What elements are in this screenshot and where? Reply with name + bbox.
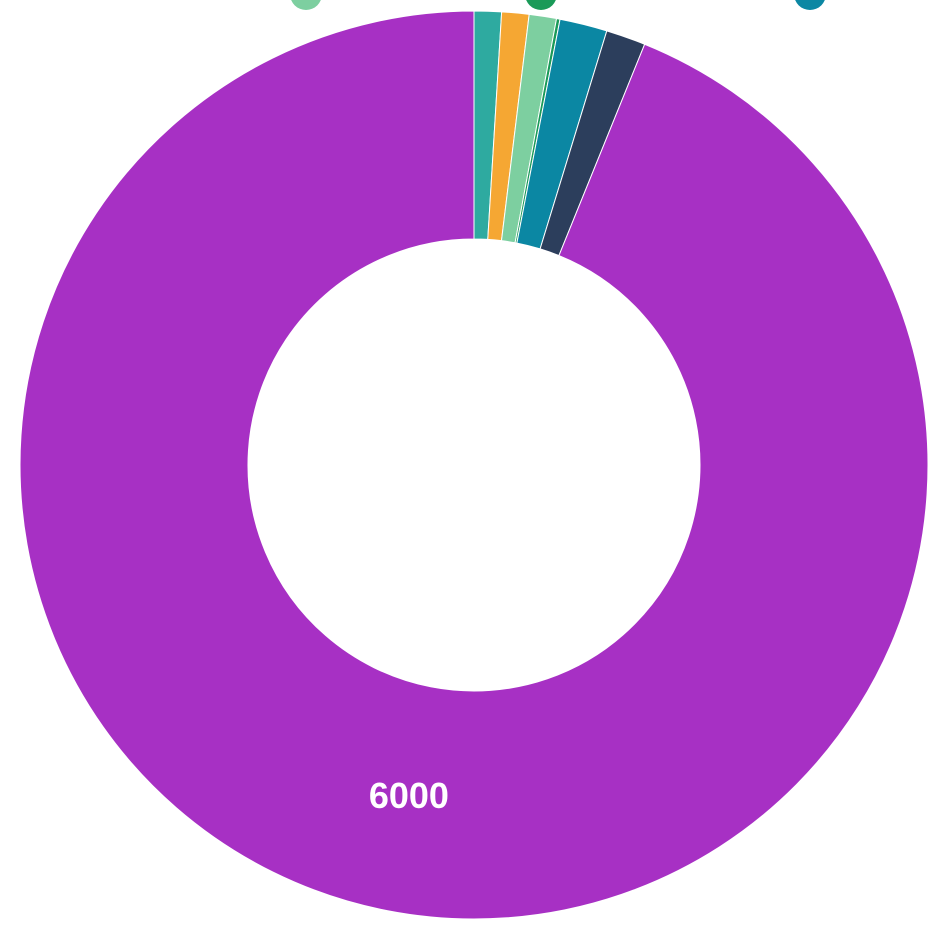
- slice-value-label: 6000: [369, 775, 449, 816]
- chart-legend: [0, 0, 928, 18]
- legend-marker-3-icon[interactable]: [794, 0, 826, 10]
- legend-marker-2-icon[interactable]: [525, 0, 557, 10]
- donut-slice-7[interactable]: [19, 10, 928, 920]
- legend-marker-1-icon[interactable]: [290, 0, 322, 10]
